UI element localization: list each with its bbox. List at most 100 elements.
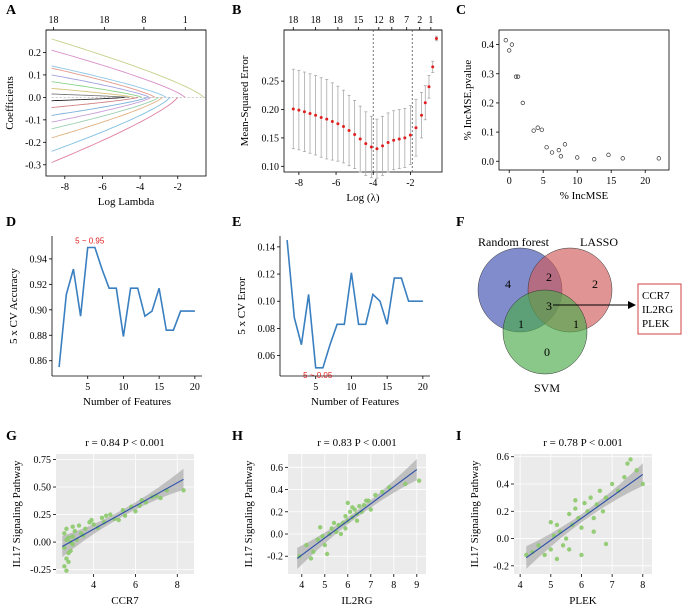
mse-point — [375, 147, 379, 151]
venn-label-lasso: LASSO — [580, 235, 618, 249]
y-tick-label: 0.75 — [34, 455, 52, 466]
data-point — [554, 556, 560, 562]
panel-letter-F: F — [456, 215, 465, 230]
x-tick-label: 4 — [299, 580, 304, 591]
venn-count-lasso-only: 2 — [592, 277, 598, 291]
y-tick-label: 0.92 — [30, 280, 48, 291]
y-axis-label: IL17 Signaling Pathway — [11, 460, 23, 567]
data-point — [89, 517, 94, 523]
y-tick-label: 0.2 — [29, 48, 42, 59]
x-tick-label: 4 — [91, 580, 96, 591]
data-point — [181, 488, 186, 493]
x-tick-label: 5 — [548, 580, 553, 591]
venn-circle-svm — [502, 289, 588, 375]
x-tick-label: 6 — [133, 580, 138, 591]
panel-f-venn: Random forest LASSO SVM 4 2 0 2 1 1 3 CC… — [477, 235, 682, 395]
data-point — [347, 509, 353, 514]
y-tick-label: 0.4 — [271, 485, 284, 496]
x-tick-label: 8 — [175, 580, 180, 591]
data-point — [554, 522, 560, 528]
mse-point — [297, 108, 301, 112]
data-point — [66, 559, 71, 565]
mse-point — [414, 126, 418, 130]
mse-point — [408, 133, 412, 137]
coef-path-v7 — [51, 87, 135, 98]
y-tick-label: 0.94 — [30, 254, 48, 265]
axis-box — [498, 29, 670, 171]
x-tick-label: 5 — [313, 382, 318, 393]
y-tick-label: -0.2 — [267, 552, 283, 563]
venn-label-random-forest: Random forest — [478, 235, 550, 249]
top-tick-label: 15 — [353, 15, 363, 26]
data-point — [308, 556, 314, 561]
panel-letter-D: D — [6, 215, 16, 230]
importance-point — [575, 155, 580, 160]
data-point — [320, 534, 325, 539]
y-tick-label: 0.0 — [497, 534, 510, 545]
panel-letter-A: A — [6, 3, 17, 18]
mse-point — [319, 115, 323, 119]
data-point — [563, 536, 569, 541]
importance-point — [507, 48, 512, 53]
data-point — [343, 514, 348, 519]
y-tick-label: 0.20 — [262, 105, 280, 116]
x-tick-label: 8 — [391, 580, 396, 591]
correlation-title: r = 0.78 P < 0.001 — [543, 437, 623, 449]
x-axis-label: Log (λ) — [346, 192, 379, 204]
data-point — [329, 526, 334, 531]
top-tick-label: 18 — [333, 15, 343, 26]
x-tick-label: 7 — [368, 580, 373, 591]
mse-point — [330, 119, 334, 123]
x-tick-label: -2 — [406, 178, 414, 189]
regression-line — [525, 474, 644, 559]
data-point — [403, 481, 408, 487]
data-point — [70, 542, 75, 547]
data-point — [116, 517, 121, 523]
data-point — [567, 511, 572, 517]
venn-count-svm-only: 0 — [544, 345, 550, 359]
mse-point — [403, 136, 407, 140]
coef-path-v8 — [51, 93, 129, 98]
coef-path-v2 — [51, 49, 186, 98]
data-point — [366, 498, 371, 503]
x-axis-label: CCR7 — [111, 595, 139, 607]
data-point — [594, 502, 599, 507]
importance-point — [503, 38, 508, 43]
data-point — [158, 495, 163, 501]
data-point — [573, 506, 578, 511]
y-tick-label: 0.86 — [30, 356, 48, 367]
y-tick-label: 0.88 — [30, 331, 48, 342]
mse-point — [381, 144, 385, 148]
importance-point — [620, 156, 625, 161]
coef-path-v6 — [51, 81, 143, 98]
y-tick-label: 0.4 — [482, 40, 495, 51]
data-point — [68, 548, 73, 554]
data-point — [133, 509, 138, 514]
data-point — [591, 515, 596, 521]
top-tick-label: 12 — [374, 15, 384, 26]
mse-point — [364, 142, 368, 146]
venn-count-rf-only: 4 — [505, 277, 511, 291]
data-point — [548, 519, 553, 525]
data-point — [373, 492, 378, 498]
importance-point — [544, 145, 549, 150]
mse-point — [423, 101, 427, 105]
mse-point — [397, 137, 401, 141]
gene-ccr7: CCR7 — [642, 290, 670, 302]
x-tick-label: -2 — [174, 182, 182, 193]
y-axis-label: IL17 Signaling Pathway — [469, 460, 481, 567]
coef-path-v13 — [51, 97, 160, 130]
data-point — [625, 461, 630, 466]
y-tick-label: 0.2 — [271, 507, 284, 518]
importance-point — [656, 156, 661, 161]
data-point — [603, 541, 609, 547]
axis-box — [283, 29, 443, 173]
coef-path-v10 — [51, 96, 139, 108]
y-tick-label: -0.2 — [493, 561, 509, 572]
mse-point — [314, 113, 318, 117]
data-point — [585, 509, 590, 514]
x-tick-label: 15 — [154, 382, 164, 393]
mse-point — [431, 65, 435, 69]
data-point — [600, 509, 606, 514]
panel-h-il2rg-correlation: 4 5 6 7 8 9 -0.2 0.0 0.2 0.4 0.6 IL2RG IL17 Signalin… — [243, 437, 426, 607]
